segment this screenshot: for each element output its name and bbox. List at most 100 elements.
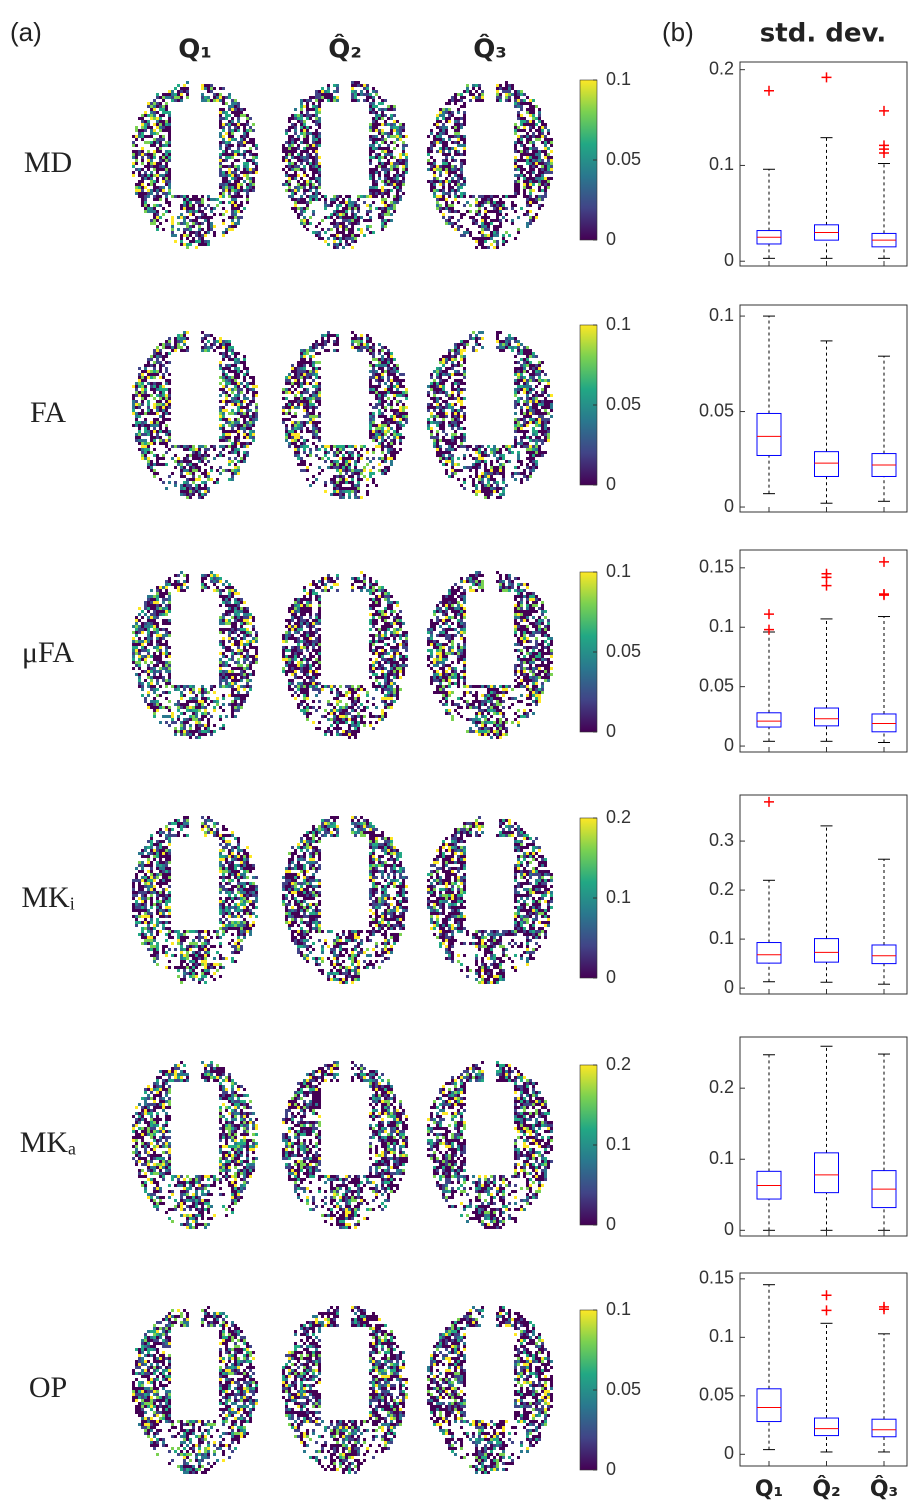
brain-map-pixels — [135, 819, 258, 975]
colorbar-tick-label: 0.05 — [606, 149, 641, 169]
outlier — [879, 1304, 889, 1315]
brain-map-pixels — [132, 1306, 258, 1474]
brain-map-pixels — [285, 93, 405, 240]
brain-map-pixels — [430, 84, 553, 249]
y-tick-label: 0.15 — [699, 557, 734, 577]
colorbar-tick-label: 0 — [606, 229, 616, 249]
box — [814, 451, 839, 477]
y-tick-label: 0 — [724, 496, 734, 516]
y-tick-label: 0.2 — [709, 58, 734, 78]
brain-map-pixels — [430, 1309, 550, 1471]
row-label: μFA — [22, 636, 75, 669]
colorbar-tick-label: 0.05 — [606, 1379, 641, 1399]
column-header: Q̂₂ — [328, 33, 362, 65]
row-label: MKₐ — [20, 1126, 77, 1159]
box — [814, 1152, 839, 1194]
brain-map-pixels — [430, 571, 553, 739]
box — [871, 1418, 897, 1438]
outlier — [821, 1290, 832, 1301]
brain-map-pixels — [132, 574, 258, 739]
colorbar-tick-label: 0.2 — [606, 1054, 631, 1074]
colorbar-tick-label: 0.1 — [606, 887, 631, 907]
brain-map-pixels — [282, 574, 408, 736]
axes-frame — [739, 61, 908, 267]
x-tick-label: Q₁ — [755, 1477, 783, 1502]
box — [871, 713, 897, 733]
colorbar-tick-label: 0.2 — [606, 807, 631, 827]
brain-map-pixels — [285, 84, 408, 246]
colorbar-tick-label: 0.05 — [606, 394, 641, 414]
column-header: Q̂₃ — [473, 33, 507, 65]
axes-frame — [739, 794, 908, 995]
colorbar-tick-label: 0 — [606, 1214, 616, 1234]
axes-frame — [739, 1272, 908, 1467]
x-tick-label: Q̂₂ — [812, 1476, 840, 1502]
colorbar-tick-label: 0 — [606, 474, 616, 494]
brain-map-pixels — [430, 337, 553, 493]
outlier — [879, 590, 889, 601]
colorbar-tick-label: 0 — [606, 721, 616, 741]
brain-map-pixels — [427, 334, 544, 496]
row-label: MD — [24, 146, 72, 179]
brain-map-pixels — [427, 1064, 550, 1226]
outlier — [764, 85, 774, 96]
colorbar-tick-label: 0 — [606, 1459, 616, 1479]
box — [814, 938, 839, 963]
box — [814, 1417, 839, 1437]
y-tick-label: 0 — [724, 250, 734, 270]
brain-map-pixels — [132, 1309, 255, 1471]
y-tick-label: 0.05 — [699, 400, 734, 420]
axes-frame — [739, 549, 908, 753]
brain-map-pixels — [427, 819, 553, 984]
panel-label: (b) — [662, 17, 694, 47]
y-tick-label: 0.1 — [709, 616, 734, 636]
brain-map-pixels — [132, 1064, 258, 1229]
colorbar-tick-label: 0.1 — [606, 69, 631, 89]
brain-map-pixels — [427, 816, 553, 978]
brain-map-pixels — [132, 84, 258, 246]
brain-map-pixels — [427, 577, 550, 733]
box-title: std. dev. — [760, 19, 886, 49]
colorbar-tick-label: 0.05 — [606, 641, 641, 661]
axes-frame — [739, 304, 908, 513]
y-tick-label: 0.15 — [699, 1268, 734, 1288]
brain-map-pixels — [285, 816, 408, 984]
outlier — [879, 147, 889, 158]
colorbar-tick-label: 0.1 — [606, 1134, 631, 1154]
brain-map-pixels — [285, 577, 408, 727]
y-tick-label: 0.1 — [709, 305, 734, 325]
box — [756, 712, 782, 728]
brain-map-pixels — [285, 1312, 405, 1465]
y-tick-label: 0.1 — [709, 1148, 734, 1168]
panel-label: (a) — [10, 17, 42, 47]
y-tick-label: 0.2 — [709, 1077, 734, 1097]
y-tick-label: 0 — [724, 1443, 734, 1463]
axes-frame — [739, 1036, 908, 1237]
y-tick-label: 0.1 — [709, 928, 734, 948]
brain-map-pixels — [282, 1306, 408, 1471]
x-tick-label: Q̂₃ — [870, 1476, 898, 1502]
outlier — [764, 624, 774, 635]
colorbar-tick-label: 0.1 — [606, 1299, 631, 1319]
brain-map-pixels — [430, 1067, 553, 1226]
brain-map-pixels — [132, 331, 258, 493]
box — [756, 412, 782, 456]
brain-map-pixels — [282, 571, 402, 736]
brain-map-pixels — [138, 819, 255, 984]
box — [756, 1388, 782, 1423]
colorbar-tick-label: 0.1 — [606, 314, 631, 334]
brain-map-pixels — [427, 1309, 550, 1468]
box — [871, 944, 897, 965]
brain-map-pixels — [285, 1318, 408, 1468]
brain-map-pixels — [282, 822, 405, 981]
brain-map-pixels — [430, 331, 550, 499]
brain-map-pixels — [427, 819, 553, 984]
brain-map-pixels — [285, 334, 408, 496]
brain-map-pixels — [282, 1312, 405, 1474]
y-tick-label: 0.05 — [699, 675, 734, 695]
brain-map-pixels — [433, 580, 553, 736]
colorbar-tick-label: 0 — [606, 967, 616, 987]
outlier — [764, 796, 774, 807]
